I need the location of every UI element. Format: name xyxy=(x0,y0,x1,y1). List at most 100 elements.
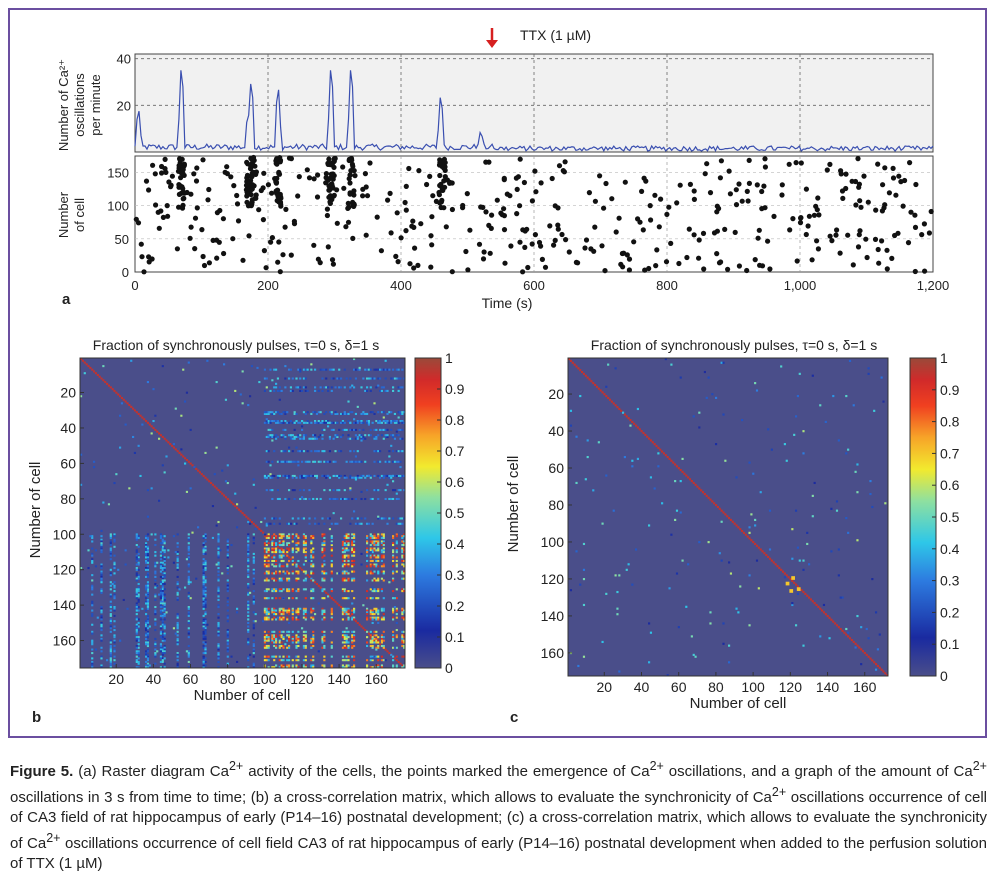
matrix-cell xyxy=(353,559,356,563)
matrix-cell xyxy=(366,474,369,477)
matrix-cell xyxy=(202,630,205,633)
matrix-cell xyxy=(748,526,751,529)
matrix-diagonal-cell xyxy=(94,372,98,375)
matrix-cell xyxy=(109,620,112,623)
raster-dot xyxy=(889,255,895,261)
matrix-cell xyxy=(386,368,389,371)
matrix-cell xyxy=(382,540,385,543)
matrix-cell xyxy=(267,474,270,477)
matrix-cell xyxy=(388,368,391,371)
matrix-cell xyxy=(109,544,112,547)
matrix-cell xyxy=(295,551,298,554)
matrix-cell xyxy=(146,614,150,617)
matrix-cell xyxy=(163,551,166,554)
matrix-diagonal-cell xyxy=(137,412,140,415)
matrix-diagonal-cell xyxy=(854,642,857,645)
matrix-cell xyxy=(382,572,385,575)
matrix-cell xyxy=(308,421,311,424)
matrix-cell xyxy=(395,430,398,433)
matrix-cell xyxy=(323,474,326,477)
matrix-cell xyxy=(271,607,274,610)
matrix-cell xyxy=(384,428,387,431)
matrix-cell xyxy=(284,377,287,380)
matrix-cell xyxy=(584,478,587,481)
matrix-cell xyxy=(263,659,267,662)
matrix-cell xyxy=(113,620,116,623)
matrix-cell xyxy=(677,626,680,629)
matrix-cell xyxy=(161,565,164,568)
matrix-cell xyxy=(347,577,350,580)
matrix-ytick-label: 80 xyxy=(548,497,564,513)
matrix-cell xyxy=(117,568,120,571)
matrix-cell xyxy=(91,593,94,596)
matrix-cell xyxy=(291,437,294,440)
matrix-cell xyxy=(354,517,358,520)
matrix-cell xyxy=(172,561,176,564)
matrix-cell xyxy=(847,531,850,534)
matrix-diagonal-cell xyxy=(87,365,90,368)
matrix-cell xyxy=(109,547,112,550)
matrix-cell xyxy=(634,548,638,551)
matrix-ytick-label: 100 xyxy=(53,526,77,542)
matrix-diagonal-cell xyxy=(763,552,766,555)
matrix-cell xyxy=(768,509,772,512)
matrix-diagonal-cell xyxy=(594,383,597,387)
matrix-cell xyxy=(113,625,116,628)
raster-dot xyxy=(176,204,182,210)
raster-dot xyxy=(169,173,175,179)
matrix-cell xyxy=(379,420,382,423)
matrix-cell xyxy=(380,536,384,539)
raster-dot xyxy=(551,242,557,248)
matrix-diagonal-cell xyxy=(210,482,213,485)
matrix-cell xyxy=(373,588,376,591)
matrix-cell xyxy=(323,618,326,621)
matrix-cell xyxy=(345,547,348,550)
matrix-diagonal-cell xyxy=(746,535,749,538)
matrix-cell xyxy=(271,536,274,539)
matrix-diagonal-cell xyxy=(569,359,573,362)
matrix-cell xyxy=(226,582,229,586)
matrix-cell xyxy=(135,646,138,649)
raster-dot xyxy=(663,259,670,265)
matrix-diagonal-cell xyxy=(711,500,714,503)
matrix-cell xyxy=(154,641,157,644)
matrix-diagonal-cell xyxy=(865,653,868,656)
matrix-cell xyxy=(159,563,163,566)
matrix-cell xyxy=(377,659,380,662)
matrix-cell xyxy=(202,606,205,609)
matrix-diagonal-cell xyxy=(340,606,343,609)
matrix-diagonal-cell xyxy=(603,393,606,396)
matrix-diagonal-cell xyxy=(106,382,109,385)
matrix-diagonal-cell xyxy=(115,391,118,394)
matrix-cell xyxy=(295,435,298,439)
matrix-cell xyxy=(317,435,320,439)
matrix-cell xyxy=(275,547,278,550)
matrix-cell xyxy=(284,437,287,440)
matrix-cell xyxy=(379,377,382,380)
matrix-diagonal-cell xyxy=(806,594,809,597)
matrix-cell xyxy=(323,577,326,580)
matrix-cell xyxy=(377,579,380,582)
matrix-cell xyxy=(312,641,315,644)
raster-dot xyxy=(538,180,544,186)
raster-dot xyxy=(324,212,330,219)
matrix-cell xyxy=(113,662,116,665)
matrix-cell xyxy=(351,540,354,543)
matrix-cell xyxy=(113,659,116,662)
matrix-cell xyxy=(737,611,740,614)
matrix-cell xyxy=(288,368,291,371)
matrix-cell xyxy=(109,653,112,656)
raster-dot xyxy=(245,203,252,209)
matrix-cell xyxy=(146,559,150,563)
matrix-cell xyxy=(614,574,617,577)
matrix-cell xyxy=(273,659,276,662)
matrix-cell xyxy=(345,634,348,637)
raster-dot xyxy=(583,237,590,243)
matrix-cell xyxy=(265,607,268,610)
matrix-cell xyxy=(386,474,389,477)
raster-dot xyxy=(552,237,558,243)
matrix-cell xyxy=(100,547,103,550)
matrix-cell xyxy=(159,582,163,586)
matrix-cell xyxy=(314,435,317,439)
matrix-cell xyxy=(275,579,278,582)
